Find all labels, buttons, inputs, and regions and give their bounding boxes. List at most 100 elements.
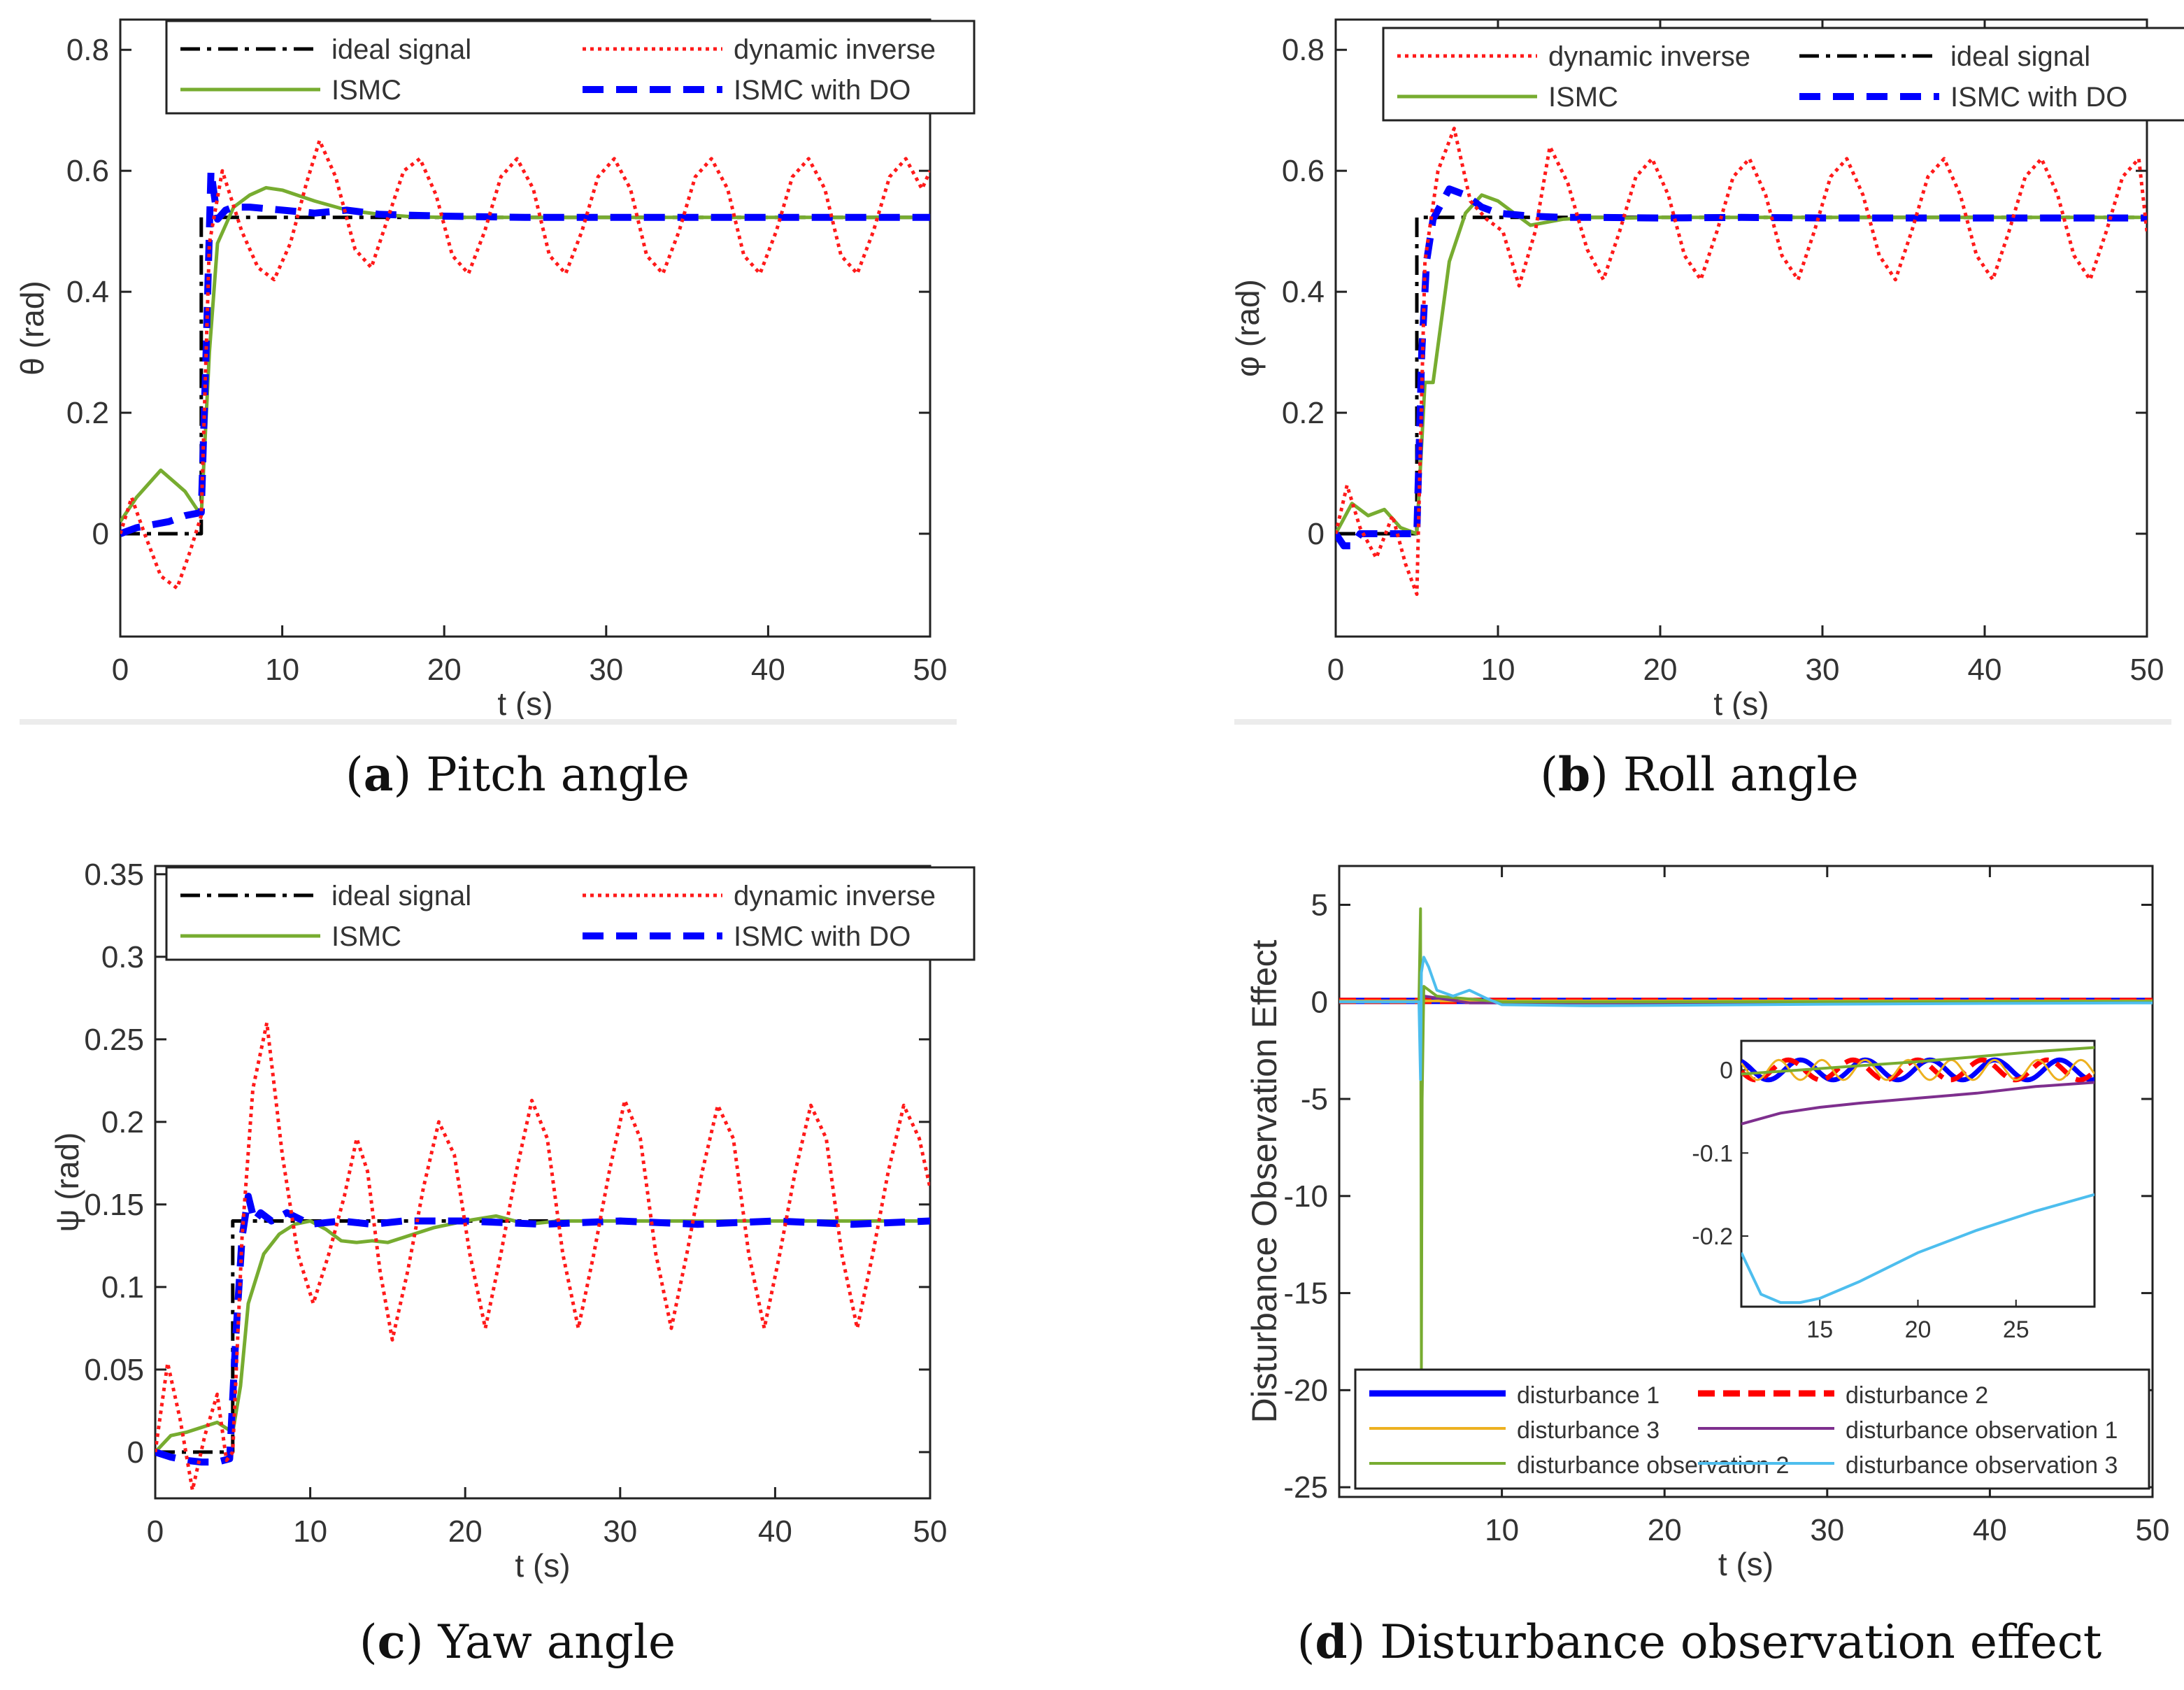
panel-d-legend-label-disturbance-3: disturbance 3 <box>1517 1417 1660 1444</box>
panel-b-legend-label-ideal-signal: ideal signal <box>1950 41 2090 72</box>
panel-c-plot-frame <box>154 865 932 1500</box>
panel-d-legend-label-disturbance-1: disturbance 1 <box>1517 1382 1660 1409</box>
panel-c-ytick-label: 0.05 <box>84 1353 144 1387</box>
panel-a-ytick-label: 0.8 <box>66 33 109 67</box>
panel-c-series-group <box>155 1021 930 1492</box>
panel-c-ytick-label: 0.35 <box>84 858 144 892</box>
panel-d-xlabel: t (s) <box>1718 1546 1773 1582</box>
panel-c-chart: 0 10 20 30 40 50 0 0.05 0.1 0.15 0.2 0.25 0.3 0.35 t (… <box>49 858 976 1584</box>
panel-b-chart: 0 10 20 30 40 50 0 0.2 0.4 0.6 0.8 t (s) φ (rad) dyna… <box>1229 18 2184 722</box>
panel-a-xtick-label: 20 <box>427 653 462 687</box>
panel-a-series-group <box>120 139 930 590</box>
panel-d-inset-series-disturbance-3 <box>1741 1058 2094 1081</box>
panel-c-ytick-label: 0.25 <box>84 1023 144 1057</box>
panel-b-xlabel: t (s) <box>1713 686 1769 722</box>
panel-a-legend-label-dynamic-inverse: dynamic inverse <box>734 34 936 65</box>
panel-c-xtick-label: 50 <box>913 1514 948 1549</box>
panel-c-xtick-label: 40 <box>758 1514 792 1549</box>
panel-c-series-dynamic-inverse <box>155 1021 930 1492</box>
panel-a-xtick-label: 40 <box>751 653 785 687</box>
panel-d-legend-label-disturbance-observation-3: disturbance observation 3 <box>1846 1452 2118 1479</box>
panel-c-legend: ideal signal dynamic inverse ISMC ISMC with… <box>165 866 976 961</box>
panel-a-ytick-label: 0.2 <box>66 396 109 430</box>
panel-d-inset-series-disturbance-1 <box>1741 1057 2094 1083</box>
panel-a-legend-label-ismc-with-do: ISMC with DO <box>734 75 911 106</box>
separator-right <box>1234 719 2171 725</box>
panel-d-inset-series <box>1741 1046 2094 1305</box>
panel-d-series-group <box>1339 907 2153 1372</box>
panel-d-series-disturbance-observation-3 <box>1339 956 2153 1081</box>
panel-d-inset-series-disturbance-observation-2 <box>1741 1046 2094 1076</box>
panel-c-xtick-label: 0 <box>147 1514 164 1549</box>
panel-b-xtick-label: 10 <box>1481 653 1515 687</box>
panel-d-inset-series-disturbance-observation-3 <box>1741 1193 2094 1305</box>
panel-d-legend: disturbance 1 disturbance 2 disturbance 3 d… <box>1354 1368 2150 1490</box>
panel-c-legend-box <box>165 866 976 961</box>
panel-d-xtick-label: 50 <box>2136 1513 2170 1547</box>
caption-d: (d) Disturbance observation effect <box>1297 1614 2102 1669</box>
panel-a-chart: 0 10 20 30 40 50 0 0.2 0.4 0.6 0.8 t (s) θ (rad) idea… <box>14 18 976 722</box>
panel-b-ytick-label: 0 <box>1308 517 1325 551</box>
panel-b-series-group <box>1336 127 2147 596</box>
panel-d-ytick-label: 0 <box>1311 985 1328 1019</box>
panel-a-ylabel: θ (rad) <box>14 281 50 375</box>
panel-c-xtick-label: 10 <box>293 1514 327 1549</box>
panel-d-inset-ytick-label: -0.1 <box>1692 1140 1733 1167</box>
panel-a-legend-box <box>165 20 976 115</box>
panel-d-ytick-label: -5 <box>1301 1082 1328 1116</box>
panel-b-xtick-label: 0 <box>1327 653 1344 687</box>
panel-b-ytick-label: 0.2 <box>1282 396 1325 430</box>
panel-c-xtick-label: 30 <box>603 1514 637 1549</box>
panel-d-inset: 15 20 25 0 -0.1 -0.2 <box>1692 1039 2096 1343</box>
panel-a-xlabel: t (s) <box>497 686 552 722</box>
panel-c-ylabel: ψ (rad) <box>49 1132 85 1233</box>
panel-b-series-ismc-with-do <box>1336 185 2147 550</box>
panel-b-plot-frame <box>1334 18 2148 638</box>
panel-b-legend-label-dynamic-inverse: dynamic inverse <box>1548 41 1750 72</box>
panel-c-series-ismc-with-do <box>155 1193 930 1466</box>
caption-c: (c) Yaw angle <box>359 1614 676 1669</box>
panel-a-series-ismc-with-do <box>120 167 930 537</box>
panel-d-legend-label-disturbance-2: disturbance 2 <box>1846 1382 1988 1409</box>
panel-a-ytick-label: 0 <box>92 517 109 551</box>
panel-a-series-dynamic-inverse <box>120 139 930 590</box>
separator-left <box>20 719 957 725</box>
panel-c-legend-label-ideal-signal: ideal signal <box>331 881 471 911</box>
panel-b-legend-label-ismc: ISMC <box>1548 82 1618 113</box>
panel-d-ytick-label: 5 <box>1311 888 1328 923</box>
panel-b-legend-label-ismc-with-do: ISMC with DO <box>1950 82 2127 113</box>
panel-d-inset-series-disturbance-observation-1 <box>1741 1081 2094 1126</box>
panel-b-xtick-label: 30 <box>1806 653 1840 687</box>
panel-d-inset-xtick-label: 20 <box>1905 1316 1932 1343</box>
panel-a-xtick-label: 0 <box>112 653 129 687</box>
panel-d-ylabel: Disturbance Observation Effect <box>1245 939 1284 1423</box>
panel-b-xtick-label: 20 <box>1643 653 1678 687</box>
panel-c-legend-label-ismc: ISMC <box>331 921 401 952</box>
panel-b-xtick-label: 50 <box>2130 653 2164 687</box>
panel-a-xtick-label: 30 <box>589 653 623 687</box>
panel-a-legend-label-ismc: ISMC <box>331 75 401 106</box>
panel-d-ytick-label: -15 <box>1283 1277 1328 1311</box>
panel-b-ytick-label: 0.6 <box>1282 154 1325 188</box>
panel-d-inset-series-disturbance-2 <box>1741 1057 2094 1083</box>
panel-c-legend-label-ismc-with-do: ISMC with DO <box>734 921 911 952</box>
panel-b-legend-box <box>1382 27 2184 122</box>
panel-b-ylabel: φ (rad) <box>1229 279 1266 377</box>
panel-b-legend: dynamic inverse ideal signal ISMC ISMC with… <box>1382 27 2184 122</box>
panel-a-xtick-label: 50 <box>913 653 948 687</box>
panel-d-inset-xtick-label: 15 <box>1806 1316 1833 1343</box>
panel-a-plot-frame <box>119 18 932 638</box>
panel-c-xtick-label: 20 <box>448 1514 483 1549</box>
panel-c-ytick-label: 0.1 <box>101 1270 144 1305</box>
panel-d-xtick-label: 30 <box>1810 1513 1844 1547</box>
panel-c-ytick-label: 0.3 <box>101 940 144 974</box>
panel-b-ytick-label: 0.8 <box>1282 33 1325 67</box>
panel-a-legend-label-ideal-signal: ideal signal <box>331 34 471 65</box>
panel-c-ytick-label: 0 <box>127 1435 144 1470</box>
panel-d-xtick-label: 20 <box>1648 1513 1682 1547</box>
panel-d-xtick-label: 10 <box>1485 1513 1519 1547</box>
panel-a-ytick-label: 0.4 <box>66 275 109 309</box>
panel-d-series-disturbance-observation-2 <box>1339 907 2153 1372</box>
